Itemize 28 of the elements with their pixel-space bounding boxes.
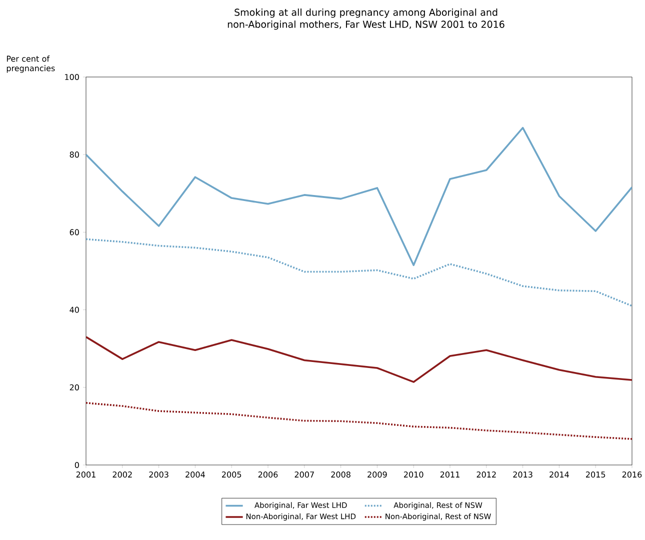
y-tick-label: 80	[70, 152, 79, 158]
x-tick-label: 2009	[368, 472, 387, 478]
x-tick-label: 2015	[586, 472, 606, 478]
line-series	[86, 336, 632, 383]
x-tick-label: 2002	[112, 472, 132, 478]
y-tick-label: 40	[70, 306, 79, 313]
x-tick-label: 2014	[550, 472, 569, 478]
x-tick-label: 2005	[222, 472, 242, 478]
x-tick-label: 2004	[186, 472, 205, 478]
y-tick-label: 0	[74, 462, 79, 468]
line-series	[86, 126, 632, 266]
x-tick-label: 2007	[294, 472, 314, 478]
y-tick-label: 60	[70, 229, 79, 236]
y-tick-label: 100	[65, 74, 79, 80]
x-tick-label: 2008	[331, 472, 350, 478]
line-series	[86, 238, 632, 307]
y-tick-label: 20	[70, 384, 79, 390]
x-tick-label: 2010	[404, 472, 424, 478]
x-tick-label: 2012	[476, 472, 496, 478]
x-tick-label: 2016	[622, 472, 642, 478]
x-tick-label: 2013	[513, 472, 532, 478]
x-tick-label: 2006	[258, 472, 278, 478]
x-tick-label: 2011	[440, 472, 460, 478]
y-axis-title: Per cent of pregnancies	[6, 56, 55, 73]
x-tick-label: 2001	[76, 472, 96, 478]
chart-title: Smoking at all during pregnancy among Aboriginal and non-Aboriginal mothers, Far West LHD, NSW 2001 to 2016	[228, 8, 504, 30]
line-series	[86, 402, 632, 440]
x-tick-label: 2003	[149, 472, 168, 478]
